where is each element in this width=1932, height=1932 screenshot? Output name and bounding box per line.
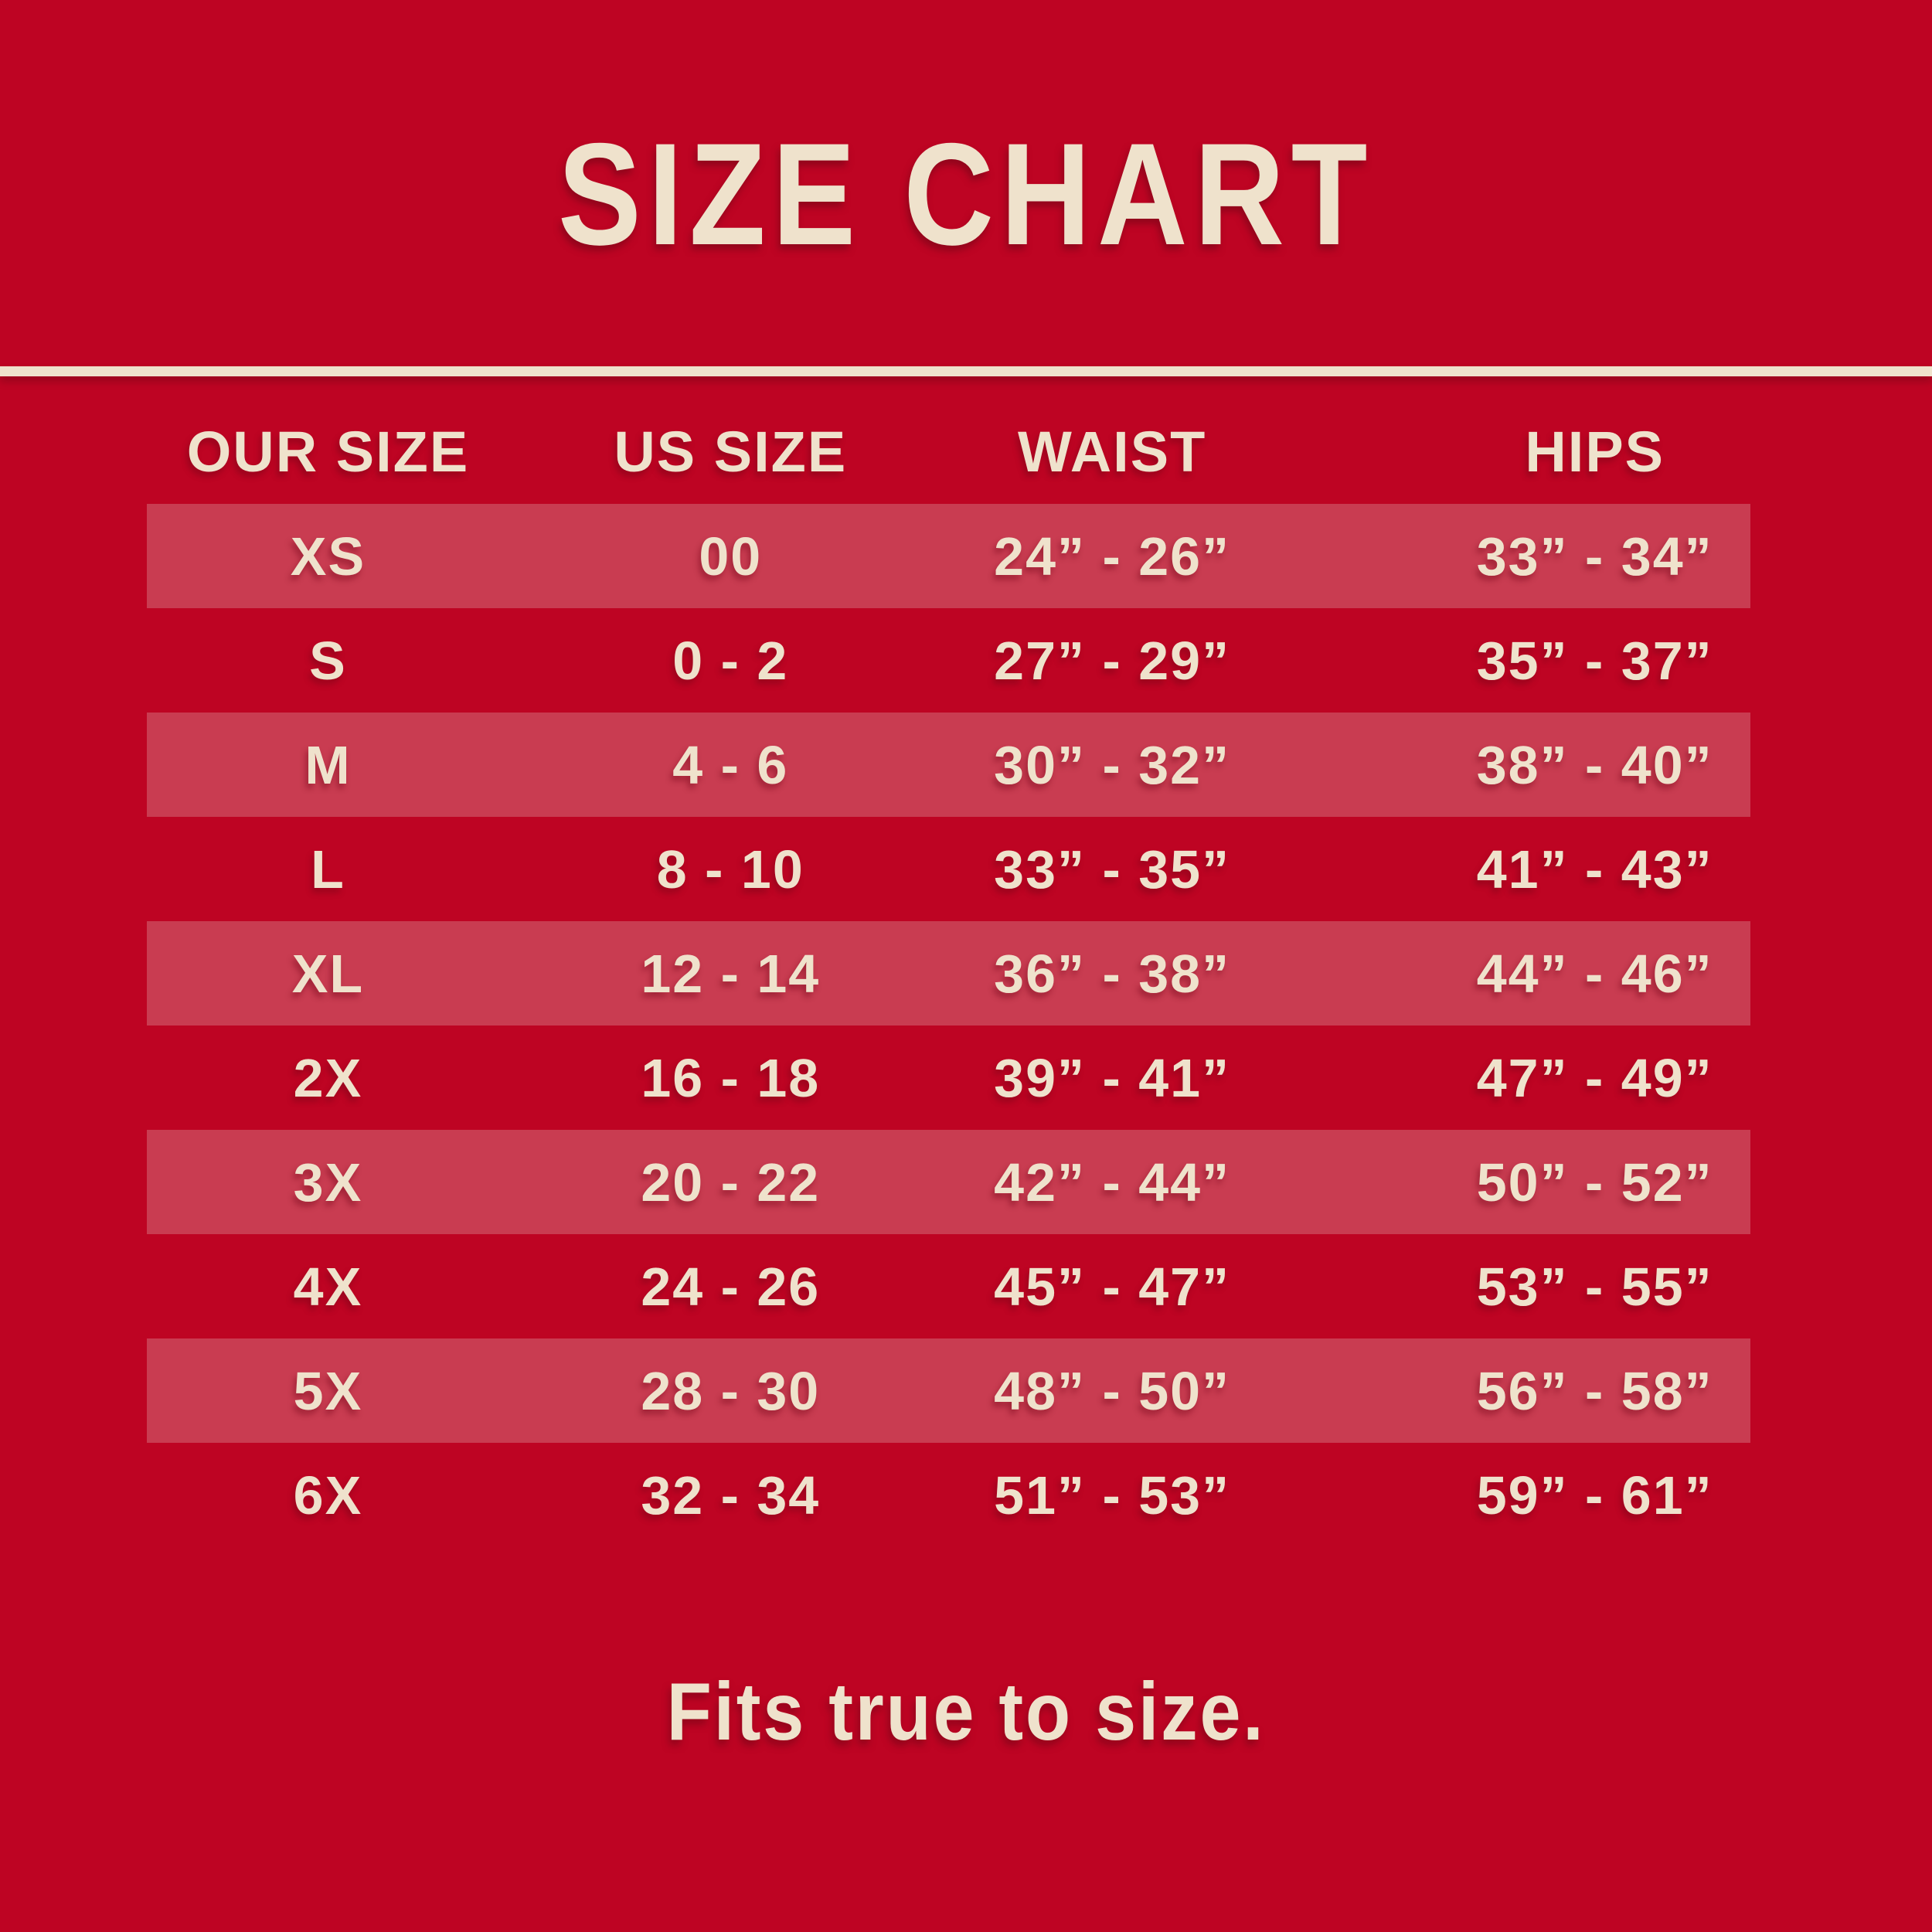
cell-us-size: 24 - 26 [641, 1256, 821, 1317]
cell-us-size: 8 - 10 [656, 838, 804, 900]
cell-waist: 39” - 41” [994, 1047, 1231, 1108]
cell-waist: 27” - 29” [994, 630, 1231, 691]
cell-our-size: XS [290, 526, 366, 587]
cell-hips: 35” - 37” [1476, 630, 1713, 691]
cell-hips: 44” - 46” [1476, 943, 1713, 1004]
cell-our-size: 5X [293, 1360, 363, 1421]
cell-us-size: 12 - 14 [641, 943, 821, 1004]
table-row: XS 00 24” - 26” 33” - 34” [147, 504, 1750, 608]
size-table: OUR SIZE US SIZE WAIST HIPS XS 00 24” - 26… [147, 400, 1750, 1547]
cell-our-size: XL [291, 943, 365, 1004]
header-hips: HIPS [1525, 420, 1665, 484]
fit-note: Fits true to size. [666, 1666, 1266, 1757]
table-rows: XS 00 24” - 26” 33” - 34” S 0 - 2 27” - 29” 35”… [147, 504, 1750, 1547]
cell-hips: 47” - 49” [1476, 1047, 1713, 1108]
header-us-size: US SIZE [614, 420, 848, 484]
cell-our-size: S [309, 630, 347, 691]
cell-us-size: 28 - 30 [641, 1360, 821, 1421]
table-row: L 8 - 10 33” - 35” 41” - 43” [147, 817, 1750, 921]
cell-our-size: 4X [293, 1256, 363, 1317]
table-row: 5X 28 - 30 48” - 50” 56” - 58” [147, 1338, 1750, 1443]
cell-hips: 50” - 52” [1476, 1151, 1713, 1213]
cell-waist: 51” - 53” [994, 1464, 1231, 1526]
table-row: 6X 32 - 34 51” - 53” 59” - 61” [147, 1443, 1750, 1547]
table-row: 2X 16 - 18 39” - 41” 47” - 49” [147, 1026, 1750, 1130]
cell-us-size: 16 - 18 [641, 1047, 821, 1108]
cell-hips: 38” - 40” [1476, 734, 1713, 795]
cell-us-size: 0 - 2 [672, 630, 789, 691]
cell-waist: 48” - 50” [994, 1360, 1231, 1421]
cell-waist: 42” - 44” [994, 1151, 1231, 1213]
cell-hips: 56” - 58” [1476, 1360, 1713, 1421]
cell-waist: 30” - 32” [994, 734, 1231, 795]
table-row: S 0 - 2 27” - 29” 35” - 37” [147, 608, 1750, 713]
cell-us-size: 32 - 34 [641, 1464, 821, 1526]
cell-waist: 36” - 38” [994, 943, 1231, 1004]
table-header-row: OUR SIZE US SIZE WAIST HIPS [147, 400, 1750, 504]
cell-us-size: 20 - 22 [641, 1151, 821, 1213]
table-row: M 4 - 6 30” - 32” 38” - 40” [147, 713, 1750, 817]
header-waist: WAIST [1017, 420, 1207, 484]
cell-waist: 33” - 35” [994, 838, 1231, 900]
cell-our-size: L [311, 838, 345, 900]
cell-hips: 59” - 61” [1476, 1464, 1713, 1526]
cell-us-size: 00 [699, 526, 763, 587]
cell-hips: 33” - 34” [1476, 526, 1713, 587]
cell-hips: 53” - 55” [1476, 1256, 1713, 1317]
cell-our-size: 2X [293, 1047, 363, 1108]
title-divider-line [0, 366, 1932, 376]
cell-us-size: 4 - 6 [672, 734, 789, 795]
cell-our-size: 3X [293, 1151, 363, 1213]
table-row: XL 12 - 14 36” - 38” 44” - 46” [147, 921, 1750, 1026]
header-our-size: OUR SIZE [186, 420, 470, 484]
cell-hips: 41” - 43” [1476, 838, 1713, 900]
table-row: 4X 24 - 26 45” - 47” 53” - 55” [147, 1234, 1750, 1338]
cell-waist: 24” - 26” [994, 526, 1231, 587]
cell-waist: 45” - 47” [994, 1256, 1231, 1317]
table-row: 3X 20 - 22 42” - 44” 50” - 52” [147, 1130, 1750, 1234]
cell-our-size: M [304, 734, 352, 795]
cell-our-size: 6X [293, 1464, 363, 1526]
page-title: SIZE CHART [557, 113, 1375, 275]
